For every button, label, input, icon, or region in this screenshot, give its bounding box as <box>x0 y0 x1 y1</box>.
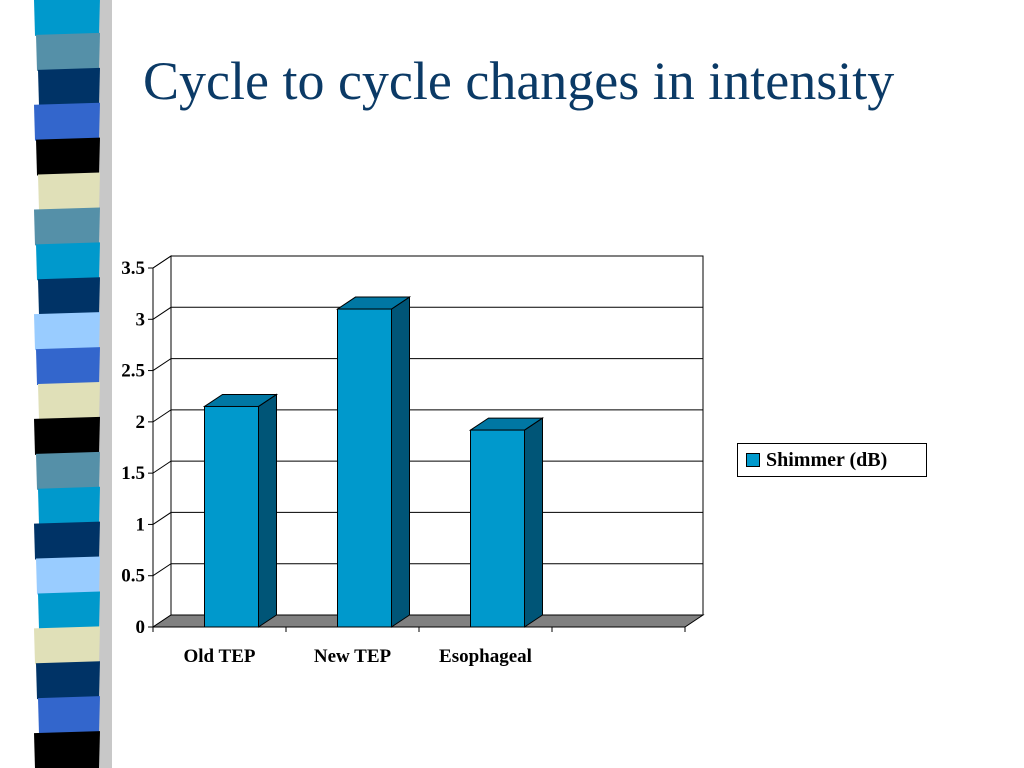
gridline <box>152 409 703 423</box>
band-block <box>36 32 100 71</box>
bar <box>468 417 545 628</box>
x-category-label: New TEP <box>314 646 392 667</box>
bar-front <box>470 429 525 628</box>
band-block <box>34 416 100 455</box>
band-block <box>36 242 100 281</box>
chart-legend: Shimmer (dB) <box>737 443 927 477</box>
band-block <box>34 521 100 560</box>
x-category-label: Old TEP <box>184 646 256 667</box>
band-block <box>34 731 100 768</box>
band-block <box>38 382 100 420</box>
band-block <box>36 556 100 595</box>
bar-front <box>204 405 259 628</box>
band-block <box>36 451 100 490</box>
y-tick-label: 1.5 <box>121 463 145 484</box>
y-tick-label: 3.5 <box>121 258 145 279</box>
band-block <box>38 172 100 211</box>
bar-front <box>337 308 392 628</box>
slide-title: Cycle to cycle changes in intensity <box>143 51 895 111</box>
x-category-label: Esophageal <box>439 646 532 667</box>
band-block <box>34 0 100 36</box>
y-tick-label: 1 <box>136 514 146 535</box>
band-block <box>38 696 100 735</box>
bar-side <box>258 393 277 628</box>
chart-side-wall <box>152 255 172 628</box>
decorative-left-band <box>34 0 112 768</box>
y-tick-label: 2.5 <box>121 361 145 382</box>
y-tick-label: 0.5 <box>121 566 145 587</box>
gridline <box>152 358 703 371</box>
band-block <box>38 277 100 316</box>
band-block <box>36 137 100 176</box>
band-block <box>34 207 100 246</box>
y-tick-label: 2 <box>136 412 146 433</box>
band-block <box>38 591 100 630</box>
band-block <box>34 312 100 351</box>
y-tick-label: 3 <box>136 309 146 330</box>
band-block <box>36 347 100 385</box>
band-block <box>38 486 100 525</box>
gridline <box>152 255 703 269</box>
legend-label-shimmer: Shimmer (dB) <box>766 448 888 471</box>
band-block <box>38 67 100 106</box>
band-block <box>36 661 100 700</box>
y-tick-label: 0 <box>136 617 146 638</box>
gridline <box>152 306 703 320</box>
bar <box>202 393 279 628</box>
band-block <box>34 626 100 665</box>
legend-swatch-shimmer <box>746 453 760 467</box>
band-shadow <box>98 0 112 768</box>
bar-side <box>524 417 543 628</box>
bar-side <box>391 296 410 628</box>
band-block <box>34 102 100 141</box>
bar <box>335 296 412 628</box>
